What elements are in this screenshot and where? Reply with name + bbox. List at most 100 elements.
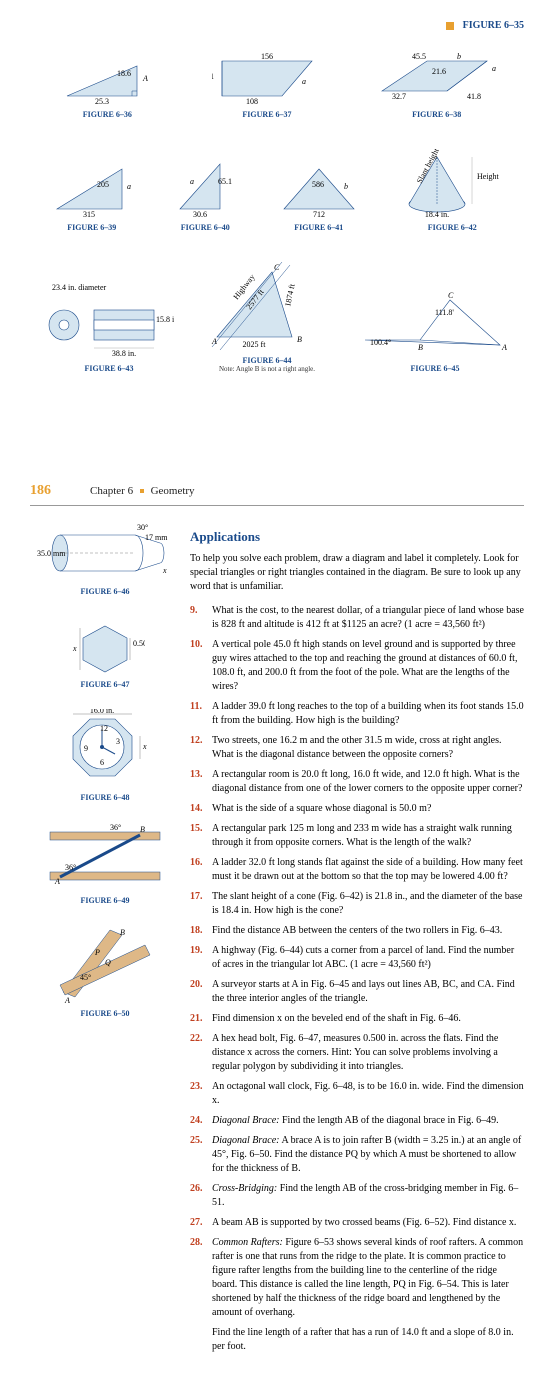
problem-24: 24.Diagonal Brace: Find the length AB of…: [190, 1114, 524, 1128]
svg-text:32.7: 32.7: [392, 92, 406, 101]
bullet-icon: [140, 489, 144, 493]
svg-text:18.4 in.: 18.4 in.: [425, 210, 449, 219]
problem-14: 14.What is the side of a square whose di…: [190, 802, 524, 816]
problems-column: Applications To help you solve each prob…: [190, 518, 524, 1360]
svg-text:21.6: 21.6: [432, 67, 446, 76]
svg-text:a: a: [302, 77, 306, 86]
svg-text:a: a: [492, 64, 496, 73]
figure-row-2: 315 205 a FIGURE 6–39 65.1 30.6 a FIGURE…: [30, 149, 524, 232]
svg-text:Height: Height: [477, 172, 500, 181]
svg-text:b: b: [344, 182, 348, 191]
problem-10: 10.A vertical pole 45.0 ft high stands o…: [190, 638, 524, 694]
figure-6-44: Highway 2577 ft 2025 ft 1874 ft A B C FI…: [202, 262, 332, 373]
figure-6-43: 23.4 in. diameter 15.8 in. diameter 38.8…: [44, 280, 174, 373]
chapter-title: Chapter 6 Geometry: [90, 485, 195, 497]
figure-6-45: 100.4° 111.8' A B C FIGURE 6–45: [360, 290, 510, 373]
svg-text:16.0 in.: 16.0 in.: [90, 709, 114, 715]
figure-6-40: 65.1 30.6 a FIGURE 6–40: [170, 159, 240, 232]
svg-text:A: A: [54, 877, 60, 886]
svg-text:A: A: [501, 343, 507, 352]
svg-text:a: a: [190, 177, 194, 186]
problem-27: 27.A beam AB is supported by two crossed…: [190, 1216, 524, 1230]
problem-12: 12.Two streets, one 16.2 m and the other…: [190, 734, 524, 762]
svg-text:100.4°: 100.4°: [370, 338, 391, 347]
svg-text:108: 108: [246, 97, 258, 106]
figure-6-39: 315 205 a FIGURE 6–39: [47, 159, 137, 232]
page-bottom: 186 Chapter 6 Geometry 35.0 mm 30°: [0, 463, 554, 1380]
svg-text:65.1: 65.1: [218, 177, 232, 186]
svg-text:C: C: [448, 291, 454, 300]
svg-text:B: B: [297, 335, 302, 344]
page-number: 186: [30, 483, 90, 499]
problem-13: 13.A rectangular room is 20.0 ft long, 1…: [190, 768, 524, 796]
svg-text:P: P: [94, 948, 100, 957]
svg-text:315: 315: [83, 210, 95, 219]
svg-text:3: 3: [116, 737, 120, 746]
figure-row-3: 23.4 in. diameter 15.8 in. diameter 38.8…: [30, 262, 524, 373]
problem-20: 20.A surveyor starts at A in Fig. 6–45 a…: [190, 978, 524, 1006]
svg-text:C: C: [274, 263, 280, 272]
problem-17: 17.The slant height of a cone (Fig. 6–42…: [190, 890, 524, 918]
svg-text:2025 ft: 2025 ft: [243, 340, 267, 349]
figure-6-38: 45.5 21.6 32.7 b a 41.8 FIGURE 6–38: [377, 51, 497, 119]
problem-22: 22.A hex head bolt, Fig. 6–47, measures …: [190, 1032, 524, 1074]
svg-text:45°: 45°: [80, 973, 91, 982]
problem-18: 18.Find the distance AB between the cent…: [190, 924, 524, 938]
svg-text:b: b: [457, 52, 461, 61]
svg-text:B: B: [418, 343, 423, 352]
content-columns: 35.0 mm 30° 17 mm x FIGURE 6–46 0.500 in…: [30, 518, 524, 1360]
chapter-header: 186 Chapter 6 Geometry: [30, 483, 524, 506]
svg-text:a: a: [127, 182, 131, 191]
svg-text:712: 712: [313, 210, 325, 219]
problem-19: 19.A highway (Fig. 6–44) cuts a corner f…: [190, 944, 524, 972]
problem-16: 16.A ladder 32.0 ft long stands flat aga…: [190, 856, 524, 884]
svg-text:38.8 in.: 38.8 in.: [112, 349, 136, 358]
svg-text:15.8 in. diameter: 15.8 in. diameter: [156, 315, 174, 324]
svg-text:25.3: 25.3: [95, 97, 109, 106]
svg-text:6: 6: [100, 758, 104, 767]
figure-6-50: 45° A B P Q FIGURE 6–50: [30, 925, 180, 1018]
problem-21: 21.Find dimension x on the beveled end o…: [190, 1012, 524, 1026]
svg-text:12: 12: [100, 724, 108, 733]
figure-6-41: 586 712 b FIGURE 6–41: [274, 159, 364, 232]
svg-text:35.0 mm: 35.0 mm: [37, 549, 66, 558]
svg-text:B: B: [120, 928, 125, 937]
problem-23: 23.An octagonal wall clock, Fig. 6–48, i…: [190, 1080, 524, 1108]
problem-11: 11.A ladder 39.0 ft long reaches to the …: [190, 700, 524, 728]
problem-25: 25.Diagonal Brace: A brace A is to join …: [190, 1134, 524, 1176]
figure-6-48: 12 3 9 6 16.0 in. x FIGURE 6–48: [30, 709, 180, 802]
problem-28: 28.Common Rafters: Figure 6–53 shows sev…: [190, 1236, 524, 1320]
svg-text:41.8: 41.8: [467, 92, 481, 101]
svg-text:111.8': 111.8': [435, 308, 454, 317]
figure-6-36: 25.3 18.6 A FIGURE 6–36: [57, 56, 157, 119]
svg-text:30°: 30°: [137, 523, 148, 532]
header-square-icon: [446, 22, 454, 30]
intro-text: To help you solve each problem, draw a d…: [190, 552, 524, 594]
svg-text:A: A: [211, 337, 217, 346]
svg-text:121: 121: [212, 72, 214, 81]
page-header: FIGURE 6–35: [30, 20, 524, 31]
svg-text:45.5: 45.5: [412, 52, 426, 61]
svg-text:x: x: [72, 644, 77, 653]
svg-text:23.4 in. diameter: 23.4 in. diameter: [52, 283, 107, 292]
svg-text:36°: 36°: [110, 823, 121, 832]
figure-row-1: 25.3 18.6 A FIGURE 6–36 156 121 108 a FI…: [30, 51, 524, 119]
left-figures-column: 35.0 mm 30° 17 mm x FIGURE 6–46 0.500 in…: [30, 518, 190, 1360]
svg-text:x: x: [142, 742, 147, 751]
problem-9: 9.What is the cost, to the nearest dolla…: [190, 604, 524, 632]
page-divider: [0, 423, 554, 463]
header-title: FIGURE 6–35: [463, 20, 524, 31]
svg-text:A: A: [64, 996, 70, 1005]
svg-text:0.500 in.: 0.500 in.: [133, 639, 145, 648]
figure-6-47: 0.500 in. x FIGURE 6–47: [30, 616, 180, 689]
problem-15: 15.A rectangular park 125 m long and 233…: [190, 822, 524, 850]
page-top: FIGURE 6–35 25.3 18.6 A FIGURE 6–36 156 …: [0, 0, 554, 423]
svg-text:205: 205: [97, 180, 109, 189]
svg-text:Q: Q: [105, 958, 111, 967]
section-title: Applications: [190, 528, 524, 546]
svg-text:A: A: [142, 74, 148, 83]
svg-text:B: B: [140, 825, 145, 834]
svg-text:30.6: 30.6: [193, 210, 207, 219]
figure-6-49: A B 36° 36° FIGURE 6–49: [30, 822, 180, 905]
figure-6-42: Height Slant height 21.8 in. 18.4 in. FI…: [397, 149, 507, 232]
